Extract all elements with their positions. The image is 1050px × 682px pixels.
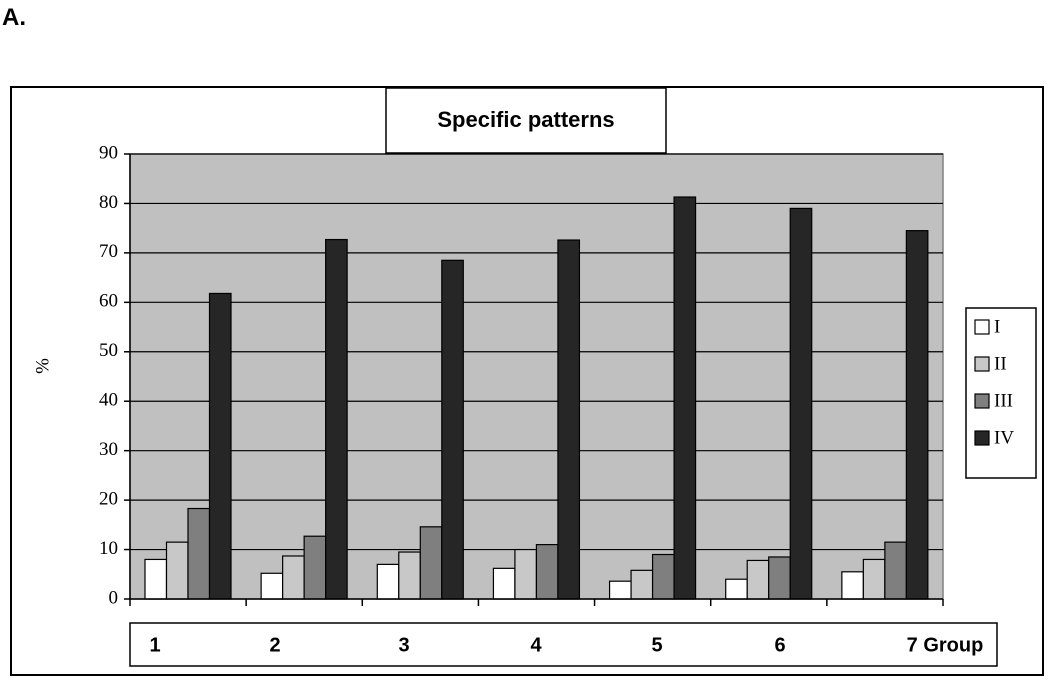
bar-II-group-5 xyxy=(630,569,654,600)
chart-title: Specific patterns xyxy=(437,107,614,132)
bar-I-group-6 xyxy=(725,578,748,600)
bar-II-group-6 xyxy=(746,559,770,600)
legend-label-IV: IV xyxy=(994,427,1014,448)
category-label-box xyxy=(129,622,998,667)
bar-II-group-4 xyxy=(514,548,538,600)
plot-background xyxy=(129,153,944,600)
y-tick-label: 30 xyxy=(99,439,118,460)
bar-III-group-6 xyxy=(768,556,791,600)
legend-swatch-III xyxy=(974,393,990,409)
bar-III-group-7 xyxy=(884,541,907,600)
y-tick-label: 40 xyxy=(99,390,118,411)
bar-I-group-4 xyxy=(492,567,516,600)
legend-label-II: II xyxy=(994,353,1007,374)
legend-swatch-II xyxy=(974,356,990,372)
bar-II-group-2 xyxy=(282,555,305,600)
category-label-2: 2 xyxy=(269,634,280,656)
category-label-1: 1 xyxy=(149,634,160,656)
bar-III-group-3 xyxy=(419,526,443,600)
bar-III-group-4 xyxy=(535,544,559,600)
chart-frame xyxy=(10,86,1044,676)
category-label-3: 3 xyxy=(398,634,409,656)
legend-label-III: III xyxy=(994,390,1013,411)
bar-III-group-1 xyxy=(187,507,211,600)
bar-IV-group-4 xyxy=(557,239,581,600)
panel-label: A. xyxy=(2,4,26,31)
chart-title-box: Specific patterns xyxy=(385,87,667,154)
category-label-5: 5 xyxy=(651,634,662,656)
bar-IV-group-3 xyxy=(441,259,464,600)
category-label-7: 7 Group xyxy=(907,634,984,656)
y-tick-label: 60 xyxy=(99,291,118,312)
bar-I-group-5 xyxy=(608,580,632,600)
bar-I-group-7 xyxy=(841,571,864,600)
bar-IV-group-1 xyxy=(208,292,232,600)
bar-II-group-1 xyxy=(165,541,189,600)
legend-box xyxy=(965,307,1037,479)
bar-II-group-3 xyxy=(398,551,421,600)
legend-swatch-I xyxy=(974,319,990,335)
plot-area xyxy=(129,153,944,606)
category-label-4: 4 xyxy=(530,634,542,656)
y-axis-label: % xyxy=(32,358,53,374)
bar-III-group-2 xyxy=(303,535,327,600)
category-axis-box: 1 2 3 4 5 6 7 Group xyxy=(129,622,998,667)
y-tick-label: 90 xyxy=(99,142,118,163)
legend-swatch-IV xyxy=(974,430,990,446)
y-tick-label: 70 xyxy=(99,241,118,262)
bar-III-group-5 xyxy=(651,553,675,600)
bar-IV-group-5 xyxy=(673,196,697,600)
bar-I-group-1 xyxy=(144,558,168,600)
y-tick-label: 20 xyxy=(99,488,118,509)
y-tick-label: 10 xyxy=(99,538,118,559)
y-tick-label: 80 xyxy=(99,192,118,213)
bar-IV-group-2 xyxy=(325,238,348,600)
y-tick-label: 50 xyxy=(99,340,118,361)
legend-label-I: I xyxy=(994,316,1000,337)
bar-II-group-7 xyxy=(862,558,886,600)
category-label-6: 6 xyxy=(774,634,785,656)
bar-IV-group-7 xyxy=(905,230,929,600)
bar-I-group-2 xyxy=(260,572,284,600)
y-axis-ticks: 0 10 20 30 40 50 60 70 80 90 xyxy=(99,142,130,608)
bar-IV-group-6 xyxy=(789,207,813,600)
bar-I-group-3 xyxy=(376,563,400,600)
y-tick-label: 0 xyxy=(109,587,119,608)
